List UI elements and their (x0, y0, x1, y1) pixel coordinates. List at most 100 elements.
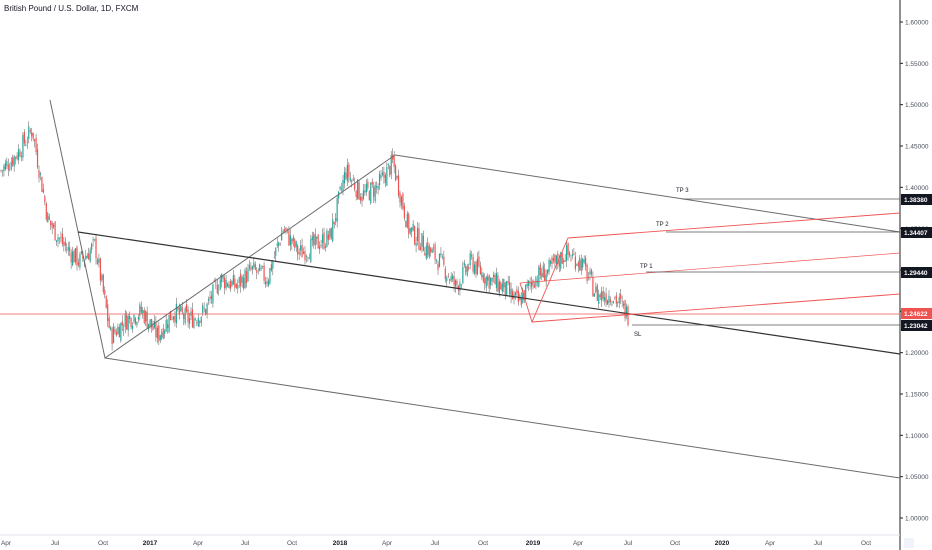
candle-body (377, 186, 379, 190)
candle-body (437, 263, 439, 270)
candle-body (469, 253, 471, 266)
candle-body (336, 197, 338, 222)
candle-body (16, 155, 18, 160)
candle-body (612, 301, 614, 304)
candle-body (494, 275, 496, 285)
candle-body (88, 253, 90, 260)
candle-body (212, 284, 214, 304)
candle-body (47, 212, 49, 223)
candle-body (560, 252, 562, 269)
candle-body (207, 298, 210, 301)
candle-body (206, 303, 208, 314)
candle-body (434, 244, 436, 260)
candle-body (533, 284, 536, 288)
candle-body (194, 319, 196, 320)
candle-body (60, 237, 62, 239)
candle-body (244, 269, 246, 288)
candle-body (22, 134, 24, 158)
candle-body (468, 267, 470, 270)
candle-body (585, 257, 587, 267)
candle-body (48, 216, 50, 220)
candle-body (121, 321, 123, 326)
candle-body (453, 276, 455, 286)
candle-body (231, 281, 233, 287)
candle-body (598, 293, 600, 304)
badge-tp3-text: 1.38380 (904, 197, 928, 204)
candle-body (509, 282, 511, 295)
candle-body (386, 167, 388, 186)
candle-body (441, 256, 443, 258)
candle-body (294, 239, 296, 248)
candle-body (459, 282, 461, 291)
candle-body (7, 164, 9, 170)
candle-body (112, 326, 115, 344)
candle-body (381, 172, 384, 175)
time-scale-corner-icon[interactable] (904, 538, 914, 548)
tp1-label: TP 1 (640, 264, 653, 270)
price-tick-label: 1.20000 (905, 350, 929, 357)
candle-body (433, 247, 435, 249)
candle-body (205, 309, 207, 315)
candle-body (405, 220, 407, 228)
candle-body (104, 289, 106, 295)
candle-body (238, 277, 240, 284)
candle-body (145, 311, 147, 322)
candle-body (487, 276, 489, 281)
candle-body (155, 322, 157, 338)
candle-body (247, 268, 249, 282)
candle-body (53, 224, 55, 227)
candle-body (396, 176, 398, 178)
candle-body (210, 295, 213, 300)
candle-body (216, 284, 218, 294)
candle-body (98, 258, 100, 263)
candle-body (482, 274, 484, 282)
candle-body (359, 196, 362, 201)
candle-body (171, 319, 173, 320)
candle-body (234, 278, 236, 288)
candle-body (463, 262, 465, 266)
candle-body (471, 254, 473, 257)
candle-body (416, 228, 419, 241)
candle-body (114, 329, 116, 333)
candle-body (45, 203, 47, 220)
candle-body (137, 317, 139, 320)
candle-body (281, 233, 283, 241)
time-scale[interactable]: Apr Jul Oct 2017 Apr Jul Oct 2018 Apr Jul Oct 2019 A… (1, 540, 871, 547)
candle-body (593, 293, 595, 297)
time-tick-label: Jul (814, 540, 823, 547)
drawings-layer (0, 99, 901, 479)
red-fork-bottom (531, 293, 901, 323)
candle-body (620, 294, 622, 300)
candle-body (282, 230, 284, 233)
price-tick-label: 1.05000 (905, 474, 929, 481)
badge-tp1-text: 1.29440 (904, 270, 928, 277)
candle-body (618, 296, 620, 303)
candle-body (608, 295, 610, 303)
candle-body (370, 182, 372, 204)
candle-body (283, 229, 286, 232)
candle-body (57, 237, 59, 242)
candle-body (625, 306, 628, 317)
candle-body (17, 149, 20, 160)
candle-body (449, 279, 451, 281)
candle-body (538, 267, 540, 287)
candle-body (191, 309, 194, 328)
candle-body (264, 281, 267, 285)
candle-body (26, 142, 28, 143)
candle-body (586, 264, 588, 282)
candle-body (532, 280, 534, 286)
candle-body (124, 313, 126, 328)
candle-body (118, 326, 120, 338)
candle-body (506, 281, 508, 296)
candle-body (481, 271, 483, 278)
candle-body (34, 139, 36, 141)
time-tick-label: Apr (193, 540, 204, 547)
candle-body (313, 233, 315, 245)
badge-tp2 (901, 227, 932, 238)
candle-body (476, 258, 479, 275)
candle-body (614, 297, 616, 298)
price-tick-label: 1.45000 (905, 144, 929, 151)
candle-body (262, 266, 264, 268)
candle-body (428, 245, 430, 257)
